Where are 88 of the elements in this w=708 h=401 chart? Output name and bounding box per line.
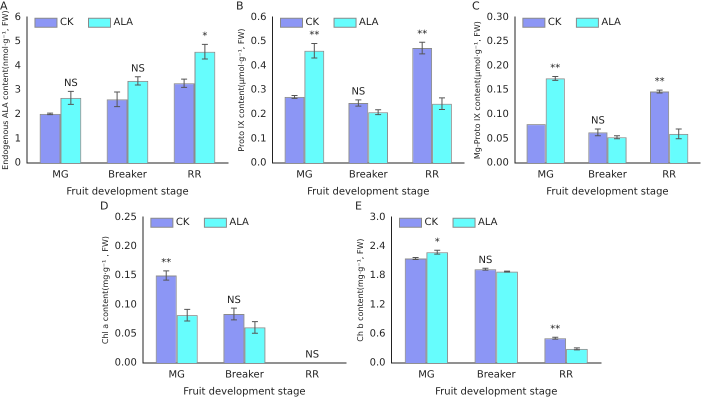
y-tick-label: 0.2 xyxy=(250,108,267,120)
y-tick-label: 0.00 xyxy=(114,358,137,369)
y-tick-label: 0.6 xyxy=(250,12,267,23)
chart-title: B xyxy=(236,0,244,12)
y-tick-label: 0.4 xyxy=(250,60,267,72)
y-tick-label: 0.05 xyxy=(486,133,509,144)
annotation: NS xyxy=(130,63,145,74)
x-tick-label: RR xyxy=(188,170,202,181)
y-tick-label: 0.15 xyxy=(114,270,137,282)
annotation: ** xyxy=(309,30,320,42)
x-tick-label: MG xyxy=(296,170,313,181)
y-tick-label: 0.5 xyxy=(250,36,267,48)
chart-title: E xyxy=(355,199,362,212)
legend-label: CK xyxy=(424,216,438,228)
y-tick-label: 0.25 xyxy=(486,36,509,48)
annotation: ** xyxy=(417,28,428,40)
y-tick-label: 0.20 xyxy=(486,60,509,72)
y-tick-label: 0.6 xyxy=(370,328,386,340)
annotation: NS xyxy=(590,116,605,127)
y-tick-label: 2.4 xyxy=(370,240,386,252)
y-tick-label: 0 xyxy=(14,158,21,169)
legend-label: CK xyxy=(176,216,190,228)
x-tick-label: RR xyxy=(425,170,440,181)
annotation: ** xyxy=(161,257,172,268)
x-tick-label: Breaker xyxy=(225,370,265,381)
y-tick-label: 6 xyxy=(14,12,21,23)
x-tick-label: MG xyxy=(52,170,69,181)
x-axis-title: Fruit development stage xyxy=(307,186,430,198)
x-tick-label: Breaker xyxy=(476,370,517,381)
x-tick-label: Breaker xyxy=(588,170,628,181)
x-axis-title: Fruit development stage xyxy=(66,186,189,198)
y-tick-label: 4 xyxy=(14,60,21,72)
annotation: NS xyxy=(64,78,78,89)
y-axis-title: Endogenous ALA content(nmol·g⁻¹, FW) xyxy=(0,10,10,170)
y-axis-title: Proto IX content(μmol·g⁻¹, FW) xyxy=(236,28,246,152)
legend-label: CK xyxy=(548,16,562,28)
y-tick-label: 0.1 xyxy=(250,133,267,144)
y-axis-title: Ch b content(mg·g⁻¹, FW) xyxy=(356,238,365,342)
y-tick-label: 2 xyxy=(14,108,21,120)
x-tick-label: RR xyxy=(559,370,574,381)
legend-label: CK xyxy=(60,16,74,28)
x-tick-label: MG xyxy=(538,170,554,181)
y-tick-label: 0.3 xyxy=(250,84,267,96)
y-tick-label: 0.0 xyxy=(250,158,267,169)
y-tick-label: 1.8 xyxy=(370,270,386,282)
x-tick-label: MG xyxy=(168,370,185,381)
chart-title: A xyxy=(0,0,8,12)
annotation: NS xyxy=(227,294,241,306)
y-tick-label: 0.00 xyxy=(486,158,509,169)
x-tick-label: MG xyxy=(418,370,435,381)
y-tick-label: 3 xyxy=(14,84,21,96)
y-tick-label: 0.20 xyxy=(114,240,137,252)
annotation: * xyxy=(434,236,440,248)
y-tick-label: 0.0 xyxy=(370,358,386,369)
annotation: ** xyxy=(550,63,560,74)
y-tick-label: 0.10 xyxy=(486,108,509,120)
x-axis-title: Fruit development stage xyxy=(183,386,306,398)
annotation: ** xyxy=(654,76,665,88)
legend-label: ALA xyxy=(229,216,250,228)
annotation: NS xyxy=(351,86,366,98)
y-tick-label: 0.10 xyxy=(114,299,137,310)
x-tick-label: Breaker xyxy=(108,170,148,181)
chart-title: D xyxy=(100,199,108,212)
legend-label: ALA xyxy=(601,16,622,28)
y-tick-label: 0.25 xyxy=(114,212,137,223)
legend-label: ALA xyxy=(114,16,134,28)
annotation: NS xyxy=(478,254,492,266)
y-axis-title: Chl a content(mg·g⁻¹，FW) xyxy=(100,236,110,344)
x-axis-title: Fruit development stage xyxy=(546,186,669,198)
y-tick-label: 0.30 xyxy=(486,12,509,23)
chart-title: C xyxy=(472,0,480,12)
legend-label: ALA xyxy=(359,16,379,28)
legend-label: ALA xyxy=(478,216,498,228)
y-axis-title: Mg-Proto IX content(μmol·g⁻¹, FW) xyxy=(472,21,482,160)
annotation: * xyxy=(202,31,208,42)
y-tick-label: 0.15 xyxy=(486,84,509,96)
y-tick-label: 1.2 xyxy=(370,299,386,310)
y-tick-label: 5 xyxy=(14,36,21,48)
annotation: ** xyxy=(550,324,560,335)
x-axis-title: Fruit development stage xyxy=(435,386,558,398)
y-tick-label: 0.05 xyxy=(114,328,137,340)
x-tick-label: RR xyxy=(305,370,320,381)
annotation: NS xyxy=(305,350,320,361)
x-tick-label: Breaker xyxy=(348,170,389,181)
x-tick-label: RR xyxy=(662,170,676,181)
y-tick-label: 1 xyxy=(14,133,21,144)
y-tick-label: 3.0 xyxy=(370,212,386,223)
legend-label: CK xyxy=(306,16,320,28)
